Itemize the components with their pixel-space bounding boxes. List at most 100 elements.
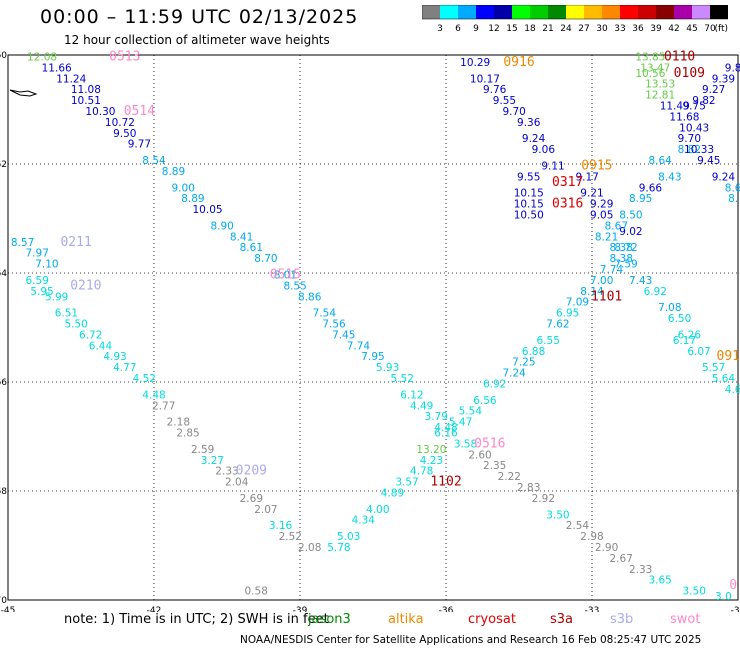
wave-height-value: 9.27 [702, 84, 725, 96]
wave-height-value: 10.05 [193, 204, 223, 216]
wave-height-value: 10.15 [514, 188, 544, 200]
colorbar-swatch [440, 5, 459, 19]
wave-height-value: 7.74 [600, 264, 624, 276]
pass-time-label: 1102 [430, 475, 461, 490]
wave-height-value: 7.95 [361, 351, 384, 363]
wave-height-value: 6.26 [678, 329, 702, 341]
wave-height-value: 2.04 [225, 477, 249, 489]
wave-height-value: 5.57 [702, 362, 725, 374]
x-tick-label: -42 [147, 606, 162, 612]
wave-height-value: 6.16 [434, 428, 458, 440]
y-tick-label: -70 [0, 596, 7, 606]
wave-height-value: 9.8 [725, 62, 740, 74]
wave-height-value: 6.07 [687, 346, 710, 358]
y-tick-label: -60 [0, 51, 7, 61]
wave-height-value: 5.03 [337, 531, 360, 543]
wave-height-value: 4.93 [103, 351, 126, 363]
wave-height-value: 8.6 [725, 182, 740, 194]
wave-height-value: 2.67 [610, 553, 633, 565]
wave-height-value: 5.47 [449, 417, 472, 429]
coastline-fragment [9, 89, 38, 97]
wave-height-value: 9.17 [575, 171, 598, 183]
track-swot-pass-0513: 12.0811.6611.2411.0810.5110.3010.729.509… [27, 51, 732, 603]
x-tick-label: -45 [1, 606, 16, 612]
wave-height-value: 3.50 [683, 586, 706, 598]
wave-height-value: 4.77 [113, 362, 136, 374]
wave-height-value: 5.54 [459, 406, 483, 418]
colorbar-tick-label: 42 [668, 24, 679, 33]
wave-height-value: 9.29 [590, 199, 613, 211]
wave-height-value: 2.22 [498, 471, 521, 483]
colorbar-tick-label: 36 [632, 24, 644, 33]
colorbar-swatch [710, 5, 728, 19]
pass-time-label: 0513 [109, 49, 140, 64]
wave-height-value: 9.66 [639, 182, 663, 194]
wave-height-value: 8.55 [283, 280, 306, 292]
wave-height-value: 6.92 [644, 286, 667, 298]
colorbar-tick-label: 3 [437, 24, 443, 33]
wave-height-value: 9.75 [683, 101, 706, 113]
wave-height-value: 9.76 [483, 84, 507, 96]
wave-height-value: 8.70 [254, 253, 277, 265]
wave-height-value: 2.54 [566, 520, 590, 532]
pass-time-label: 0110 [664, 49, 695, 64]
wave-height-value: 5.93 [376, 362, 399, 374]
colorbar-swatch [512, 5, 531, 19]
wave-height-value: 7.00 [590, 275, 613, 287]
wave-height-value: 3.58 [454, 438, 477, 450]
wave-height-value: 6.59 [26, 275, 49, 287]
wave-height-value: 9.21 [580, 188, 603, 200]
wave-height-value: 2.98 [580, 531, 603, 543]
colorbar-tick-label: 27 [578, 24, 589, 33]
x-tick-label: -36 [439, 606, 454, 612]
wave-height-value: 8.41 [230, 231, 253, 243]
colorbar-swatch [620, 5, 639, 19]
wave-height-value: 12.81 [645, 90, 675, 102]
x-tick-label: -30 [731, 606, 740, 612]
wave-height-value: 8.82 [678, 144, 701, 156]
wave-height-value: 6.56 [473, 395, 497, 407]
wave-height-value: 6.17 [673, 335, 696, 347]
wave-height-value: 8.89 [181, 193, 204, 205]
wave-height-value: 7.24 [502, 368, 526, 380]
wave-height-value: 11.24 [56, 73, 86, 85]
wave-height-value: 13.85 [635, 51, 665, 63]
wave-height-value: 3.65 [648, 575, 671, 587]
wave-height-value: 8.21 [595, 231, 618, 243]
wave-height-value: 8.14 [580, 286, 604, 298]
wave-height-value: 9.45 [697, 155, 720, 167]
wave-height-value: 9.77 [128, 139, 151, 151]
wave-height-value: 7.97 [26, 248, 49, 260]
wave-height-value: 2.59 [191, 444, 214, 456]
wave-height-value: 5.64 [712, 373, 736, 385]
wave-height-value: 7.25 [512, 357, 535, 369]
colorbar-swatch [476, 5, 495, 19]
wave-height-value: 9.36 [517, 117, 541, 129]
wave-height-value: 11.49 [660, 101, 690, 113]
wave-height-value: 8.38 [610, 242, 633, 254]
wave-height-value: 8.38 [610, 253, 633, 265]
wave-height-value: 9.11 [541, 160, 564, 172]
pass-time-label: 0317 [552, 175, 583, 190]
colorbar-swatch [674, 5, 693, 19]
colorbar-tick-label: 39 [650, 24, 662, 33]
y-tick-label: -62 [0, 160, 7, 170]
note-text: note: 1) Time is in UTC; 2) SWH is in fe… [64, 612, 329, 627]
wave-height-value: 9.00 [172, 182, 195, 194]
wave-height-value: 6.12 [400, 389, 423, 401]
wave-height-value: 2.35 [483, 460, 506, 472]
map-frame [7, 54, 739, 601]
wave-height-value: 7.09 [566, 297, 589, 309]
wave-height-value: 2.33 [215, 466, 238, 478]
pass-time-label: 0515 [270, 267, 301, 282]
track-s3b-pass-0211: 8.577.977.10 6.595.955.99 6.515.506.726.44… [11, 237, 322, 598]
wave-height-value: 8.95 [629, 193, 652, 205]
colorbar-swatch [494, 5, 513, 19]
wave-height-value: 7.56 [322, 319, 346, 331]
legend-jason3: jason3 [308, 612, 351, 627]
wave-height-value: 8. [728, 193, 738, 205]
wave-height-value: 2.07 [254, 504, 277, 516]
wave-height-value: 4.6 [725, 384, 740, 396]
wave-height-value: 5.78 [327, 542, 350, 554]
wave-height-value: 3.27 [201, 455, 224, 467]
